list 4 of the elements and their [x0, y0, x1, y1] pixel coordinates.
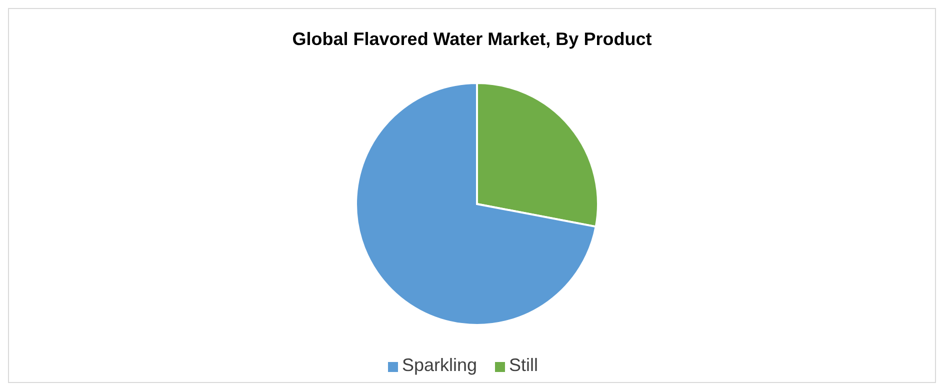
legend-label: Still: [509, 355, 538, 375]
legend-label: Sparkling: [402, 355, 478, 375]
chart-title: Global Flavored Water Market, By Product: [291, 28, 653, 51]
pie-slice: [355, 82, 597, 326]
